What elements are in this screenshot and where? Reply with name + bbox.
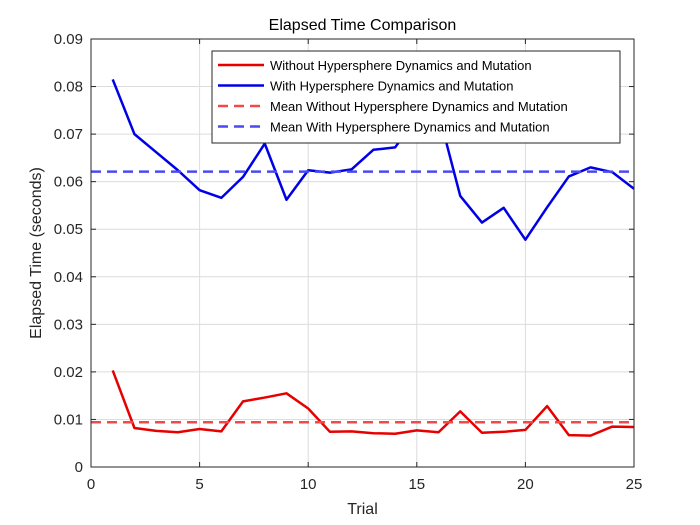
- y-tick-label: 0.03: [54, 316, 83, 333]
- y-tick-label: 0.06: [54, 174, 83, 191]
- x-tick-label: 25: [626, 476, 643, 493]
- plot-border: [90, 38, 635, 468]
- x-tick-label: 5: [195, 476, 203, 493]
- y-tick-label: 0.02: [54, 364, 83, 381]
- x-axis-label: Trial: [347, 501, 378, 518]
- legend-entry: With Hypersphere Dynamics and Mutation: [270, 79, 514, 94]
- chart-title: Elapsed Time Comparison: [269, 17, 457, 34]
- y-tick-label: 0: [75, 459, 83, 476]
- x-tick-label: 20: [517, 476, 534, 493]
- ticks: 0 5 10 15 20 25 0 0.01 0.02 0.03 0.04 0.05 0.06 0.07 0…: [54, 31, 643, 493]
- y-axis-label: Elapsed Time (seconds): [28, 167, 45, 339]
- y-tick-label: 0.04: [54, 269, 83, 286]
- legend-entry: Mean With Hypersphere Dynamics and Mutat…: [270, 120, 550, 135]
- legend-entry: Mean Without Hypersphere Dynamics and Mu…: [270, 99, 568, 114]
- legend-box: [211, 50, 621, 144]
- y-tick-label: 0.08: [54, 79, 83, 96]
- x-tick-label: 0: [87, 476, 95, 493]
- y-tick-label: 0.01: [54, 411, 83, 428]
- y-tick-label: 0.07: [54, 126, 83, 143]
- x-tick-label: 10: [300, 476, 317, 493]
- legend: Without Hypersphere Dynamics and Mutatio…: [211, 50, 621, 144]
- legend-entry: Without Hypersphere Dynamics and Mutatio…: [270, 58, 532, 73]
- y-tick-label: 0.05: [54, 221, 83, 238]
- y-tick-label: 0.09: [54, 31, 83, 48]
- series-layer: [91, 78, 634, 437]
- x-tick-label: 15: [408, 476, 425, 493]
